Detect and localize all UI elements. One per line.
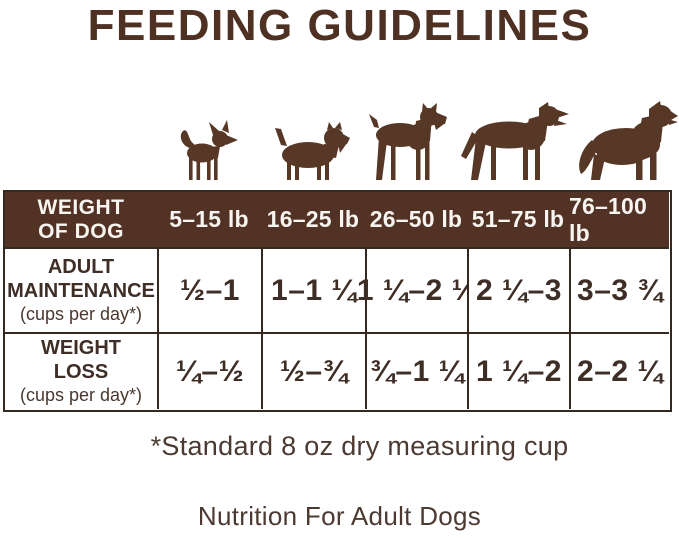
- row-label-line2: MAINTENANCE: [7, 279, 155, 302]
- cell-value: 3–3 ¾: [577, 273, 663, 307]
- measuring-cup-footnote: *Standard 8 oz dry measuring cup: [150, 431, 569, 461]
- cell-value: 1–1 ¼: [271, 273, 357, 307]
- table-cell: ½–¾: [261, 332, 365, 409]
- row-label-note: (cups per day*): [19, 304, 143, 325]
- table-cell: 3–3 ¾: [569, 247, 669, 332]
- nutrition-caption: Nutrition For Adult Dogs: [197, 501, 482, 531]
- cell-value: ¾–1 ¼: [369, 354, 465, 388]
- table-header-weight-of-dog: WEIGHT OF DOG: [5, 192, 157, 247]
- bernese-icon: [574, 100, 678, 180]
- header-line1: WEIGHT: [37, 196, 125, 220]
- boxer-icon: [368, 103, 453, 180]
- feeding-table: WEIGHT OF DOG 5–15 lb 16–25 lb 26–50 lb …: [3, 190, 672, 412]
- row-label-weight-loss: WEIGHT LOSS (cups per day*): [5, 332, 157, 409]
- cell-value: 2–2 ¼: [577, 354, 663, 388]
- table-header-5-15lb: 5–15 lb: [157, 192, 261, 247]
- table-header-76-100lb: 76–100 lb: [569, 192, 669, 247]
- table-cell: ¾–1 ¼: [365, 332, 467, 409]
- cell-value: 1 ¼–2 ¼: [356, 273, 478, 307]
- table-cell: 1 ¼–2 ¼: [357, 247, 477, 332]
- table-cell: 1 ¼–2: [467, 332, 569, 409]
- rottweiler-icon: [459, 101, 572, 180]
- cell-value: ½–¾: [279, 354, 349, 388]
- cell-value: 2 ¼–3: [476, 273, 562, 307]
- row-label-line1: WEIGHT: [41, 336, 121, 359]
- terrier-icon: [272, 122, 350, 180]
- table-cell: 2 ¼–3: [467, 247, 569, 332]
- table-cell: 1–1 ¼: [261, 247, 365, 332]
- row-label-line1: ADULT: [47, 255, 115, 278]
- row-label-line2: LOSS: [53, 360, 109, 383]
- table-cell: ½–1: [157, 247, 261, 332]
- table-cell: ¼–½: [157, 332, 261, 409]
- cell-value: ¼–½: [175, 354, 245, 388]
- table-header-26-50lb: 26–50 lb: [365, 192, 467, 247]
- page-title: FEEDING GUIDELINES: [87, 1, 592, 50]
- table-header-51-75lb: 51–75 lb: [467, 192, 569, 247]
- table-cell: 2–2 ¼: [569, 332, 669, 409]
- row-label-note: (cups per day*): [19, 385, 143, 406]
- table-header-16-25lb: 16–25 lb: [261, 192, 365, 247]
- header-line2: OF DOG: [38, 219, 124, 243]
- cell-value: 1 ¼–2: [476, 354, 562, 388]
- chihuahua-icon: [177, 120, 240, 180]
- cell-value: ½–1: [180, 273, 240, 307]
- row-label-adult-maintenance: ADULT MAINTENANCE (cups per day*): [5, 247, 157, 332]
